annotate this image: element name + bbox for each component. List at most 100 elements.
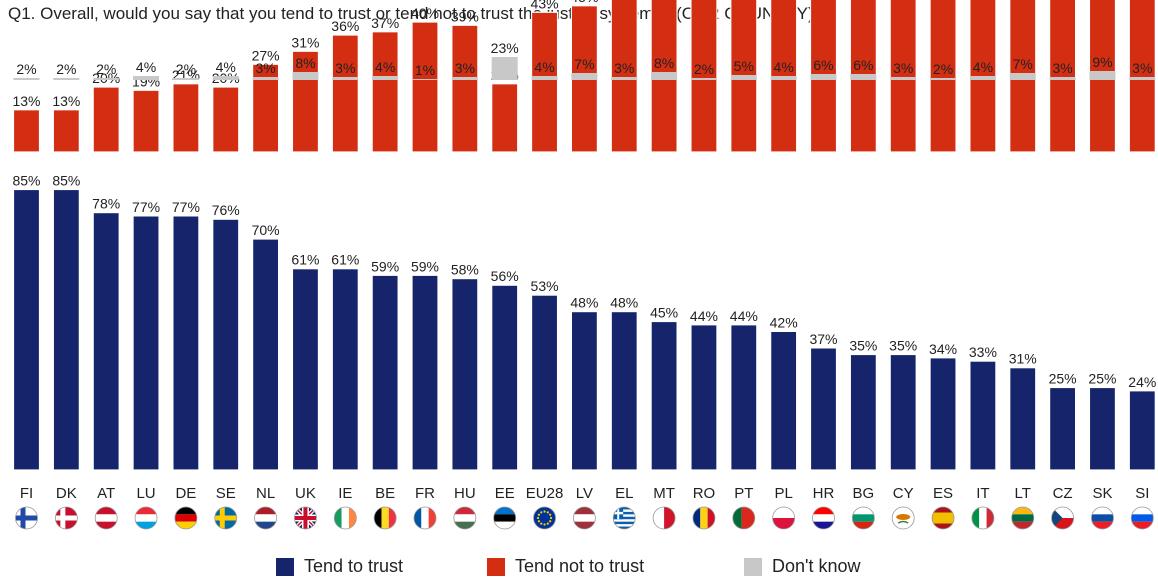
legend-swatch-not-trust — [487, 557, 505, 576]
flag-hr-icon — [812, 506, 835, 530]
bar-dont-know-de — [172, 78, 199, 80]
bar-dont-know-ee — [491, 57, 518, 80]
label-dont-know-ee: 23% — [491, 40, 519, 56]
label-trust-fi: 85% — [12, 173, 40, 189]
label-dont-know-it: 4% — [973, 59, 993, 75]
bar-trust-el — [610, 311, 638, 471]
label-dont-know-eu28: 4% — [534, 59, 554, 75]
bar-not-trust-si — [1128, 0, 1156, 153]
category-label-it: IT — [976, 485, 989, 502]
bar-dont-know-el — [611, 77, 638, 80]
category-label-si: SI — [1135, 485, 1149, 502]
label-trust-cz: 25% — [1049, 371, 1077, 387]
legend-swatch-trust — [276, 557, 294, 576]
bar-not-trust-el — [610, 0, 638, 153]
label-dont-know-cy: 3% — [893, 60, 913, 76]
label-not-trust-hu: 39% — [451, 8, 479, 24]
label-dont-know-ro: 2% — [694, 61, 714, 77]
category-label-hu: HU — [454, 485, 476, 502]
legend-item-trust: Tend to trust — [276, 556, 403, 577]
legend: Tend to trust Tend not to trust Don't kn… — [0, 556, 1158, 580]
label-dont-know-nl: 3% — [255, 60, 275, 76]
label-trust-hu: 58% — [451, 262, 479, 278]
flag-ro-icon — [692, 506, 716, 530]
label-not-trust-ie: 36% — [331, 18, 359, 34]
bar-trust-cy — [889, 353, 917, 471]
label-dont-know-fr: 1% — [415, 62, 435, 78]
bar-dont-know-lt — [1009, 73, 1036, 80]
flag-cy-icon — [891, 506, 915, 530]
bar-trust-sk — [1088, 386, 1117, 471]
bar-trust-es — [929, 357, 957, 471]
bar-trust-ro — [690, 324, 718, 471]
bar-trust-fr — [411, 274, 439, 471]
flag-mt-icon — [652, 506, 676, 530]
bar-trust-pt — [730, 324, 758, 471]
label-dont-know-lu: 4% — [136, 59, 156, 75]
bar-trust-mt — [650, 320, 678, 471]
bar-not-trust-ro — [690, 0, 718, 153]
bar-not-trust-fi — [12, 109, 41, 153]
category-label-ro: RO — [693, 485, 716, 502]
bar-dont-know-mt — [651, 72, 678, 80]
bar-dont-know-fr — [412, 79, 438, 80]
flag-fi-icon — [15, 506, 38, 530]
bar-trust-lu — [132, 215, 160, 471]
label-not-trust-be: 37% — [371, 15, 399, 31]
bar-dont-know-hu — [451, 77, 478, 80]
label-trust-hr: 37% — [809, 331, 837, 347]
bar-trust-se — [212, 218, 240, 471]
label-not-trust-fr: 40% — [411, 5, 439, 21]
legend-item-not-trust: Tend not to trust — [487, 556, 644, 577]
category-label-uk: UK — [295, 485, 316, 502]
label-dont-know-sk: 9% — [1092, 54, 1112, 70]
bar-not-trust-be — [371, 31, 399, 153]
label-trust-cy: 35% — [889, 338, 917, 354]
bar-trust-it — [969, 360, 997, 471]
label-trust-pt: 44% — [730, 308, 758, 324]
flag-ie-icon — [333, 506, 357, 530]
flag-el-icon — [612, 506, 636, 530]
label-dont-know-mt: 8% — [654, 55, 674, 71]
category-label-cy: CY — [893, 485, 914, 502]
label-not-trust-uk: 31% — [291, 34, 319, 50]
flag-pt-icon — [732, 506, 756, 530]
flag-cz-icon — [1051, 506, 1074, 530]
bar-trust-eu28 — [530, 294, 559, 471]
bar-trust-cz — [1048, 386, 1077, 471]
legend-swatch-dont-know — [744, 557, 762, 576]
label-trust-lu: 77% — [132, 199, 160, 215]
label-trust-sk: 25% — [1088, 371, 1116, 387]
label-trust-lv: 48% — [570, 295, 598, 311]
flag-be-icon — [373, 506, 397, 530]
bar-trust-fi — [12, 188, 41, 471]
bar-dont-know-it — [969, 76, 996, 80]
label-trust-ie: 61% — [331, 252, 359, 268]
bar-not-trust-de — [172, 83, 200, 153]
bar-dont-know-pt — [730, 75, 757, 80]
bar-not-trust-ie — [331, 34, 359, 153]
category-label-bg: BG — [853, 485, 875, 502]
label-trust-mt: 45% — [650, 305, 678, 321]
bar-dont-know-se — [212, 76, 239, 80]
bar-dont-know-si — [1129, 77, 1156, 80]
label-trust-dk: 85% — [52, 173, 80, 189]
bar-dont-know-at — [93, 78, 120, 80]
label-not-trust-fi: 13% — [12, 93, 40, 109]
bar-not-trust-es — [929, 0, 957, 153]
bar-dont-know-fi — [13, 78, 40, 80]
bar-dont-know-cz — [1049, 77, 1076, 80]
bar-not-trust-fr — [411, 21, 439, 153]
flag-sk-icon — [1091, 506, 1114, 530]
category-label-cz: CZ — [1053, 485, 1073, 502]
bar-not-trust-at — [92, 86, 120, 153]
legend-label-trust: Tend to trust — [304, 556, 404, 576]
bar-dont-know-be — [372, 76, 399, 80]
label-trust-fr: 59% — [411, 258, 439, 274]
category-label-ie: IE — [338, 485, 352, 502]
category-label-at: AT — [97, 485, 115, 502]
label-not-trust-nl: 27% — [252, 47, 280, 63]
bar-dont-know-bg — [850, 74, 877, 80]
flag-ee-icon — [493, 506, 517, 530]
